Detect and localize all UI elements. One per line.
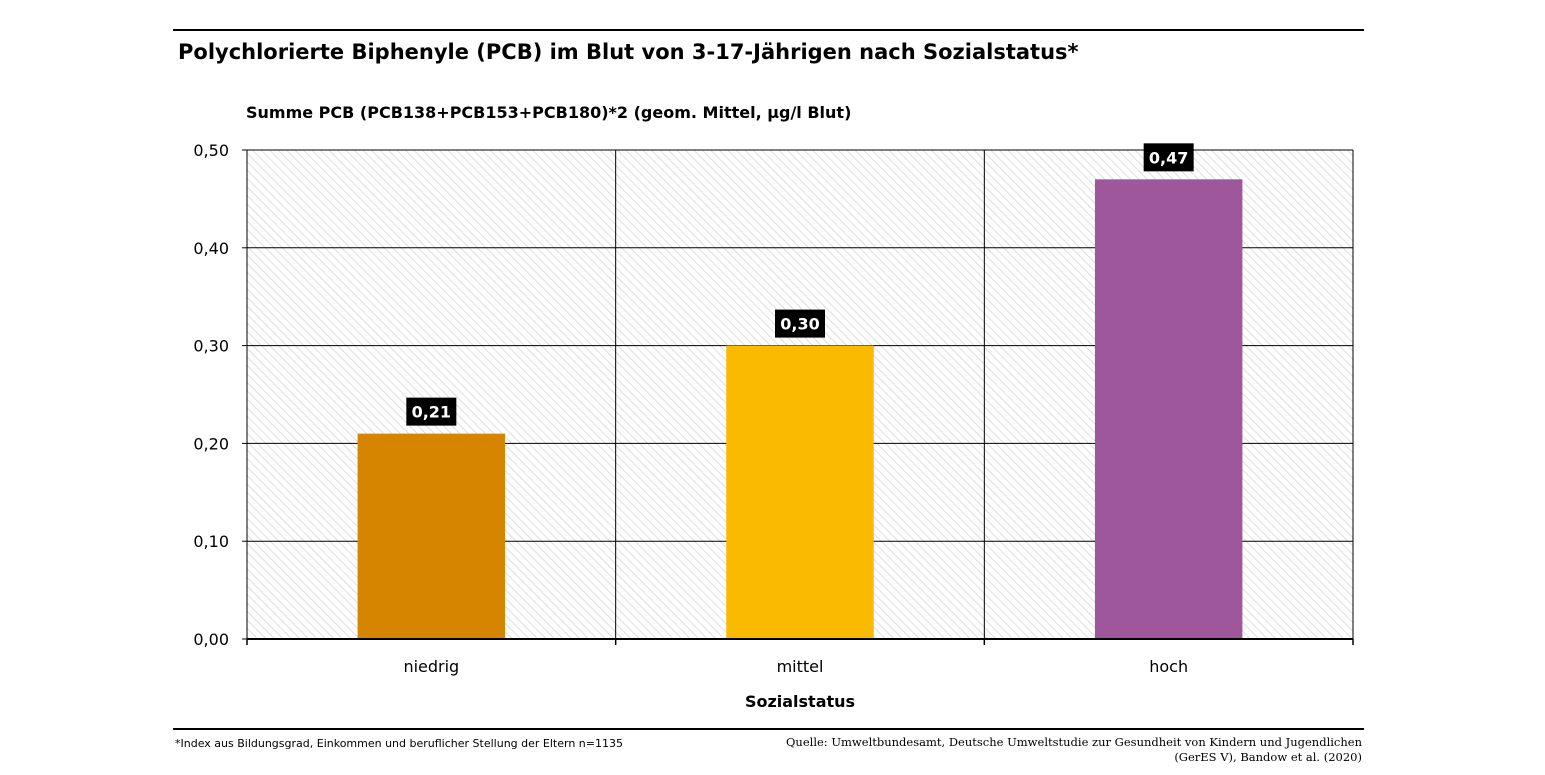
x-axis-label: Sozialstatus xyxy=(744,692,856,711)
bottom-rule xyxy=(173,728,1364,730)
bar-hoch xyxy=(1094,179,1243,639)
data-label-box xyxy=(775,309,825,338)
bar-mittel xyxy=(726,345,874,639)
source-line-2: (GerES V), Bandow et al. (2020) xyxy=(1174,750,1362,764)
y-axis-label: Summe PCB (PCB138+PCB153+PCB180)*2 (geom… xyxy=(246,103,852,122)
data-label: 0,21 xyxy=(412,403,451,422)
x-tick-label: mittel xyxy=(777,657,824,676)
chart-title: Polychlorierte Biphenyle (PCB) im Blut v… xyxy=(178,40,1079,64)
data-labels: 0,21 0,30 0,47 xyxy=(406,143,1194,426)
source-line-1: Quelle: Umweltbundesamt, Deutsche Umwelt… xyxy=(786,735,1362,749)
y-tick-label: 0,10 xyxy=(193,532,229,551)
source-note: Quelle: Umweltbundesamt, Deutsche Umwelt… xyxy=(786,735,1362,765)
bars xyxy=(357,179,1243,639)
data-label-box xyxy=(1143,143,1194,172)
top-rule xyxy=(173,29,1364,31)
y-tick-label: 0,30 xyxy=(193,337,229,356)
footnote: *Index aus Bildungsgrad, Einkommen und b… xyxy=(175,737,623,750)
bar-chart: 0,00 0,10 0,20 0,30 0,40 0,50 niedrig mittel hoc… xyxy=(193,141,1354,676)
y-tick-label: 0,00 xyxy=(193,630,229,649)
axes: 0,00 0,10 0,20 0,30 0,40 0,50 niedrig mittel hoc… xyxy=(193,141,1354,676)
x-tick-label: niedrig xyxy=(403,657,459,676)
y-tick-label: 0,20 xyxy=(193,434,229,453)
data-label: 0,47 xyxy=(1149,148,1188,167)
data-label: 0,30 xyxy=(780,315,819,334)
data-label-box xyxy=(406,397,457,426)
y-tick-label: 0,50 xyxy=(193,141,229,160)
x-tick-label: hoch xyxy=(1149,657,1188,676)
bar-niedrig xyxy=(357,433,506,639)
y-tick-label: 0,40 xyxy=(193,239,229,258)
